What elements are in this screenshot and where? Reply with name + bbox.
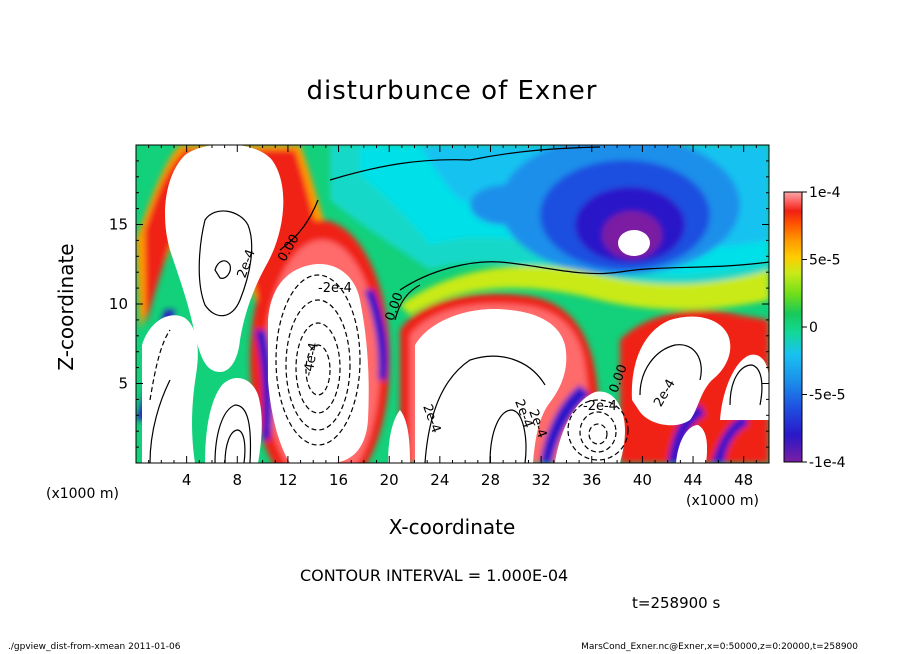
colorbar-tick-label: -5e-5 (809, 388, 846, 404)
contour-interval-label: CONTOUR INTERVAL = 1.000E-04 (300, 566, 569, 585)
chart-title: disturbunce of Exner (306, 76, 598, 106)
x-unit-label: (x1000 m) (686, 493, 759, 509)
contour-label: -2e-4 (318, 281, 352, 296)
x-tick-label: 16 (329, 471, 348, 489)
colorbar (783, 191, 803, 463)
x-tick-label: 20 (380, 471, 399, 489)
contour-lines (149, 146, 769, 463)
x-tick-label: 40 (633, 471, 652, 489)
field-layer (136, 145, 769, 463)
saturated-regions (142, 145, 769, 463)
x-tick-label: 8 (233, 471, 243, 489)
x-tick-label: 24 (430, 471, 449, 489)
x-tick-label: 12 (278, 471, 297, 489)
y-unit-label: (x1000 m) (46, 486, 119, 502)
colorbar-tick-label: -1e-4 (809, 455, 846, 471)
negative-contours (149, 274, 629, 461)
x-tick-label: 44 (683, 471, 702, 489)
colorbar-tick-label: 1e-4 (809, 185, 841, 201)
footer-data-source: MarsCond_Exner.nc@Exner,x=0:50000,z=0:20… (581, 642, 858, 652)
y-tick-label: 15 (109, 216, 128, 234)
colorbar-ticks: 1e-4 5e-5 0 -5e-5 -1e-4 (802, 185, 846, 471)
colorbar-tick-label: 5e-5 (809, 253, 840, 269)
x-axis-label: X-coordinate (389, 515, 516, 539)
y-axis-label: Z-coordinate (54, 243, 78, 370)
x-tick-label: 32 (532, 471, 551, 489)
contour-label: -2e-4 (583, 399, 617, 414)
colorbar-tick-label: 0 (809, 320, 818, 336)
time-label: t=258900 s (632, 594, 721, 612)
y-tick-label: 10 (109, 295, 128, 313)
x-tick-label: 48 (734, 471, 753, 489)
y-tick-label: 5 (118, 375, 128, 393)
x-tick-label: 36 (582, 471, 601, 489)
x-tick-label: 28 (481, 471, 500, 489)
contour-label: -4e-4 (301, 341, 322, 377)
footer-script-name: ./gpview_dist-from-xmean 2011-01-06 (8, 642, 181, 652)
x-tick-label: 4 (182, 471, 192, 489)
